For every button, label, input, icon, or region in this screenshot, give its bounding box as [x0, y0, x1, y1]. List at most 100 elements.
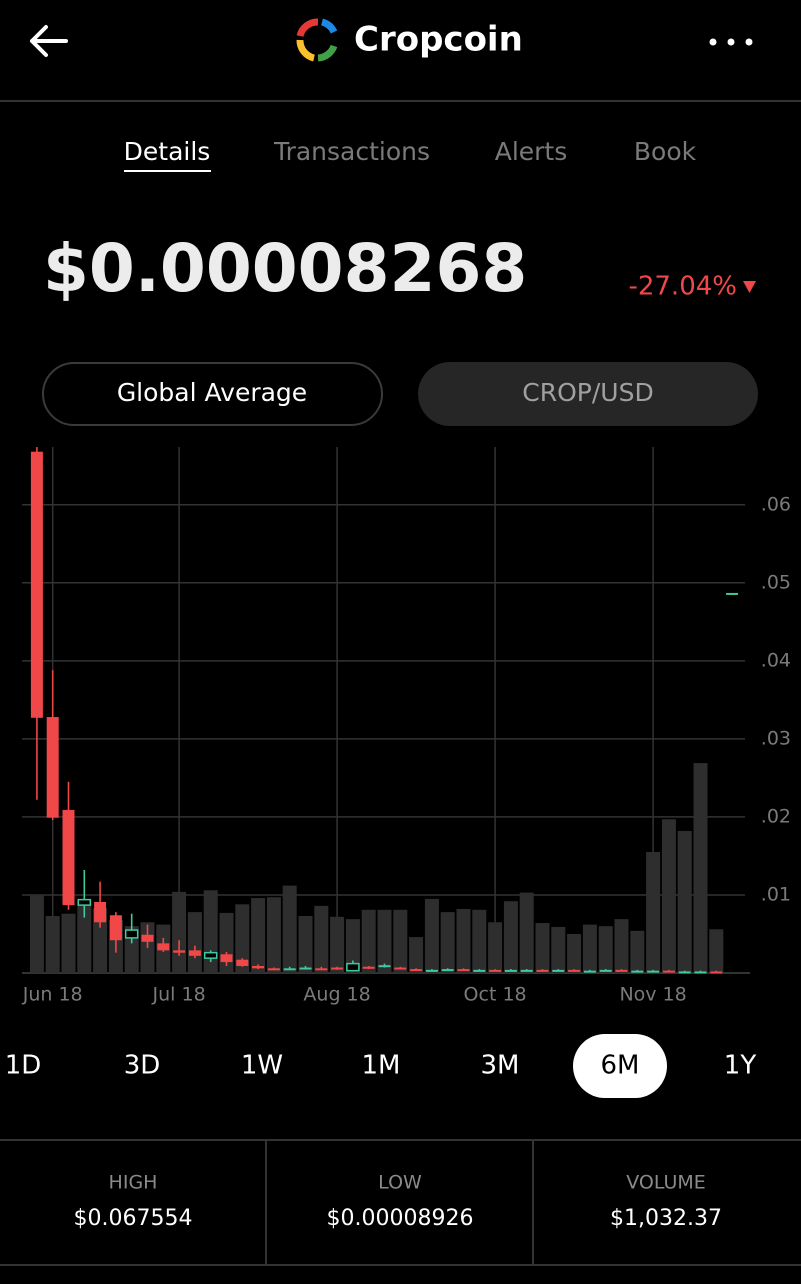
stat-value: $0.067554 — [74, 1206, 193, 1231]
volume-bar — [519, 892, 534, 973]
toggle-button[interactable]: CROP/USD — [418, 362, 758, 426]
stat-value: $0.00008926 — [327, 1206, 474, 1231]
back-button[interactable] — [30, 25, 68, 57]
volume-bar — [456, 909, 471, 973]
toggle-outline — [42, 362, 383, 426]
candle-body — [203, 951, 218, 959]
range-button[interactable]: 1D — [5, 1051, 42, 1081]
volume-bar — [424, 898, 439, 973]
tab[interactable]: Alerts — [495, 137, 568, 166]
candle-body — [726, 592, 739, 595]
candle-body — [520, 969, 533, 972]
x-tick-label: Jul 18 — [152, 984, 206, 1006]
down-arrow — [743, 281, 756, 293]
candle-body — [473, 969, 486, 972]
volume-bar — [330, 916, 345, 973]
range-selected — [573, 1034, 667, 1098]
volume-bar — [251, 898, 266, 973]
range-button[interactable]: 1M — [362, 1051, 401, 1081]
volume-bar — [677, 830, 692, 973]
candle-body — [346, 962, 360, 972]
volume-bar — [235, 904, 250, 973]
candle-body — [457, 969, 470, 972]
volume-bar — [535, 923, 550, 973]
logo-arc — [317, 44, 338, 62]
volume-bar — [551, 926, 566, 973]
candle-body — [694, 971, 707, 974]
candle-body — [188, 950, 201, 956]
candle-body — [552, 969, 565, 972]
range-selector: 1D 3D 1W 1M 3M 6M 1Y — [5, 1034, 757, 1098]
candle-body — [615, 969, 628, 972]
range-button[interactable]: 3D — [124, 1051, 161, 1081]
volume-bar — [567, 933, 582, 973]
candle-body — [173, 950, 186, 953]
tab[interactable]: Book — [634, 137, 697, 166]
toggle-label: Global Average — [117, 378, 307, 407]
volume-bar — [409, 937, 424, 973]
candle-body — [583, 970, 596, 973]
candle-body — [410, 969, 423, 972]
volume-bar — [488, 922, 503, 973]
page-title: Cropcoin — [354, 20, 523, 60]
y-tick-label: .02 — [761, 805, 791, 827]
candle-body — [315, 968, 328, 971]
stat-value: $1,032.37 — [610, 1206, 722, 1231]
dot — [709, 38, 717, 46]
candle-body — [157, 943, 170, 951]
y-tick-label: .05 — [761, 571, 791, 593]
logo-arc — [296, 18, 319, 38]
tab[interactable]: Transactions — [273, 137, 430, 166]
candle-body — [267, 968, 280, 971]
volume-bar — [266, 897, 281, 973]
volume-bar — [172, 891, 187, 973]
more-button[interactable] — [709, 38, 753, 46]
volume-bar — [282, 885, 297, 973]
candle-body — [252, 965, 265, 969]
volume-bar — [77, 899, 92, 973]
volume-bar — [377, 909, 392, 973]
candle-body — [662, 970, 675, 973]
stat-label: HIGH — [109, 1172, 158, 1194]
volume-bar — [503, 901, 518, 973]
y-tick-label: .06 — [761, 493, 791, 515]
back-arrow — [30, 25, 68, 57]
candle-body — [299, 967, 312, 970]
logo — [296, 18, 338, 62]
volume-bar — [314, 905, 329, 973]
volume-bar — [187, 912, 202, 973]
candle-body — [394, 967, 407, 970]
candle-body — [489, 969, 502, 972]
candle-body — [678, 971, 691, 974]
candle-body — [331, 967, 344, 970]
candle-body — [94, 901, 107, 923]
y-tick-label: .03 — [761, 727, 791, 749]
candle-body — [568, 969, 581, 972]
toggle-button[interactable]: Global Average — [42, 362, 383, 426]
candle-body — [220, 954, 233, 963]
tab[interactable]: Details — [124, 137, 211, 166]
candle-body — [62, 809, 75, 906]
range-button[interactable]: 6M — [601, 1051, 640, 1081]
candle-body — [236, 959, 249, 966]
volume-bar — [345, 919, 360, 973]
volume-bar — [614, 919, 629, 973]
price-change: -27.04% — [628, 272, 737, 302]
logo-arc — [296, 39, 316, 62]
range-button[interactable]: 3M — [481, 1051, 520, 1081]
x-tick-label: Jun 18 — [22, 984, 83, 1006]
range-button[interactable]: 1W — [241, 1051, 283, 1081]
candle-body — [504, 969, 517, 972]
stats: HIGH $0.067554 LOW $0.00008926 VOLUME $1,032.… — [74, 1172, 722, 1232]
volume-bar — [393, 909, 408, 973]
volume-bar — [298, 916, 313, 973]
volume-bar — [582, 924, 597, 973]
stat-label: VOLUME — [626, 1172, 706, 1194]
volume-bar — [709, 929, 724, 973]
volume-bar — [29, 894, 44, 973]
y-tick-label: .01 — [761, 883, 791, 905]
candle-body — [362, 966, 375, 969]
range-button[interactable]: 1Y — [724, 1051, 757, 1081]
